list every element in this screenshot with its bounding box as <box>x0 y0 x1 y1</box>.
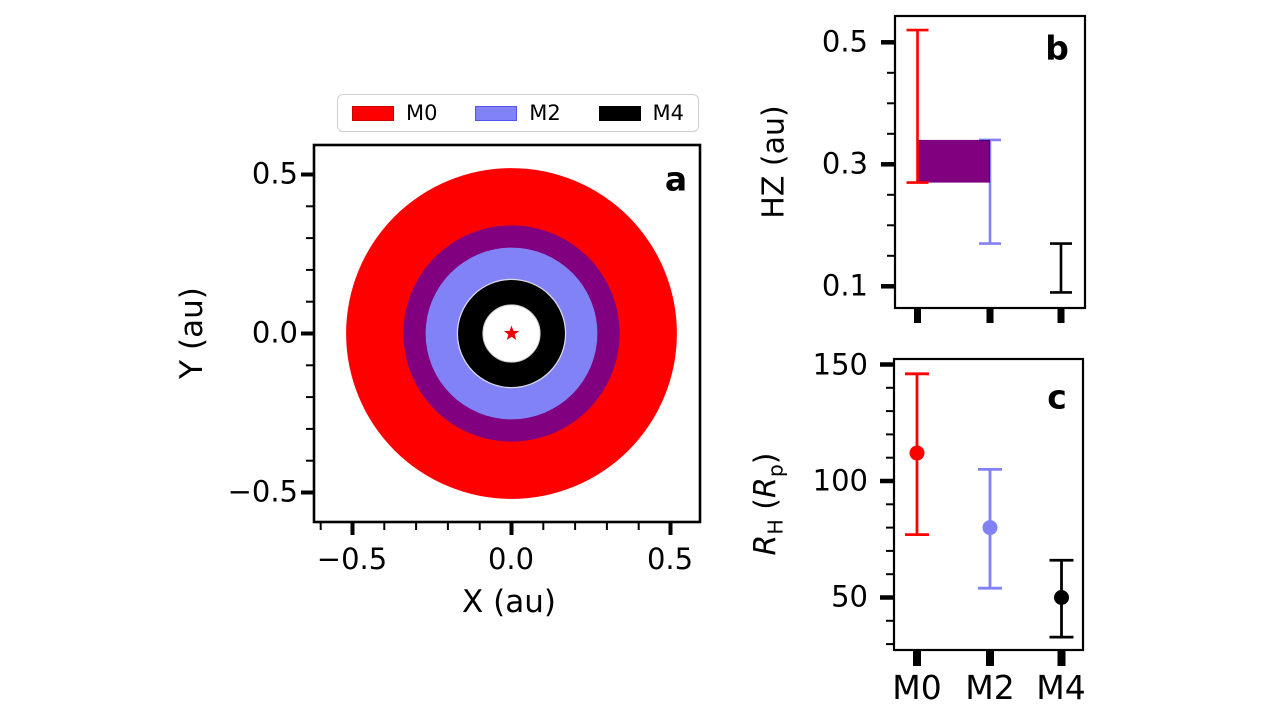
panel-a-ytick-1: 0.0 <box>251 315 298 350</box>
panel-a-xtick-0: −0.5 <box>316 542 388 576</box>
panel-c-xtick-m0: M0 <box>892 668 942 707</box>
rp-subscript: p <box>763 464 788 478</box>
legend-item-m0: M0 <box>352 101 437 125</box>
legend-label-m4: M4 <box>652 101 684 125</box>
panel-b-plot <box>906 28 1072 294</box>
legend-swatch-m2 <box>475 105 518 121</box>
ylabel-paren-close: ) <box>748 452 784 465</box>
hz-overlap-rect <box>917 139 990 183</box>
panel-a-xlabel: X (au) <box>462 584 556 620</box>
central-star-marker <box>503 325 520 340</box>
rh-subscript: H <box>763 519 788 535</box>
panel-a-letter: a <box>664 159 688 199</box>
panel-a-ylabel: Y (au) <box>174 287 210 379</box>
panel-c-ytick-0: 150 <box>812 347 868 382</box>
panel-a-xtick-1: 0.0 <box>487 542 535 576</box>
panel-c-ylabel: RH (Rp) <box>748 453 787 556</box>
legend-label-m0: M0 <box>406 101 438 125</box>
panel-c-xtick-m2: M2 <box>965 668 1015 707</box>
data-point-m0 <box>909 445 925 461</box>
panel-c-xtick-m4: M4 <box>1036 668 1086 707</box>
legend-item-m4: M4 <box>598 101 684 125</box>
panel-b-ytick-0: 0.5 <box>821 24 868 59</box>
data-point-m4 <box>1054 590 1069 605</box>
legend-label-m2: M2 <box>529 101 561 125</box>
legend: M0 M2 M4 <box>337 94 699 132</box>
panel-a-plot <box>346 168 677 499</box>
panel-c-plot <box>905 372 1074 639</box>
panel-c-ytick-2: 50 <box>831 579 868 614</box>
panel-c-ytick-1: 100 <box>812 463 868 498</box>
panel-b-ylabel: HZ (au) <box>756 105 792 219</box>
data-point-m2 <box>982 520 998 536</box>
ylabel-paren-open: ( <box>748 498 784 520</box>
panel-b-ytick-2: 0.1 <box>821 268 868 303</box>
rp-symbol: R <box>748 477 784 499</box>
legend-swatch-m4 <box>598 105 641 121</box>
panel-b-ytick-1: 0.3 <box>821 146 868 181</box>
legend-item-m2: M2 <box>475 101 561 125</box>
legend-swatch-m0 <box>352 105 394 121</box>
rh-symbol: R <box>748 534 784 556</box>
panel-a-ytick-0: 0.5 <box>251 156 298 191</box>
panel-c-letter: c <box>1047 377 1067 417</box>
panel-b-letter: b <box>1045 28 1069 68</box>
panel-a-xtick-2: 0.5 <box>646 542 694 576</box>
panel-a-ytick-2: −0.5 <box>227 474 298 509</box>
